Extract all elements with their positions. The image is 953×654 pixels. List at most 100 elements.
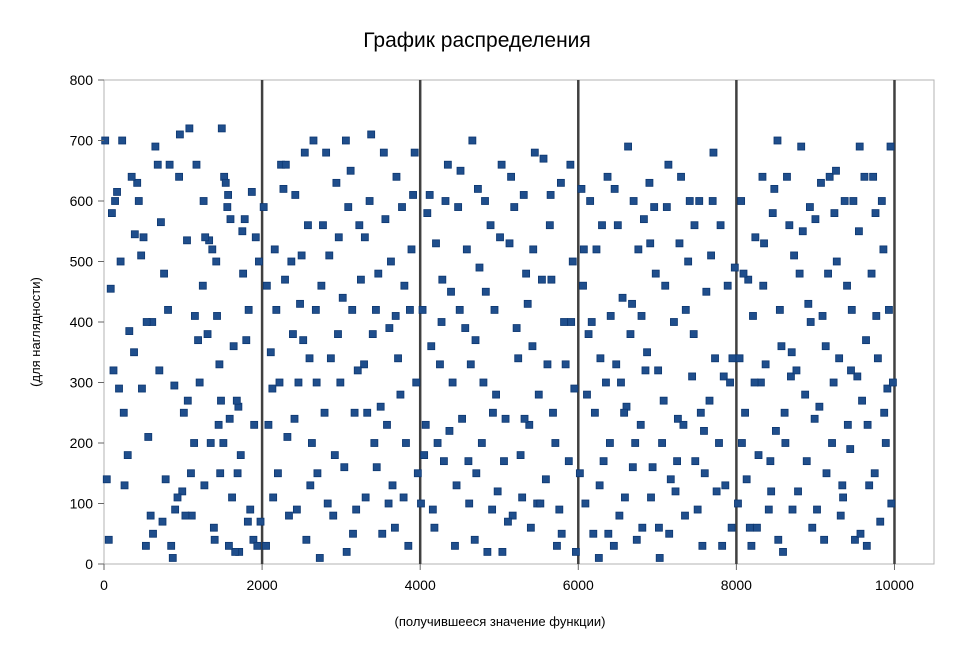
data-point: [330, 451, 339, 460]
data-point: [302, 535, 311, 544]
data-point: [871, 209, 880, 218]
data-point: [606, 439, 614, 447]
data-point: [251, 233, 260, 242]
data-point: [579, 281, 587, 290]
data-point: [825, 172, 834, 181]
data-point: [556, 178, 565, 187]
data-point: [215, 360, 224, 369]
data-point: [334, 330, 342, 339]
x-tick-label: 4000: [405, 577, 436, 593]
data-point: [307, 439, 316, 447]
data-point: [508, 511, 517, 520]
data-point: [853, 372, 862, 381]
data-point: [851, 535, 859, 544]
data-point: [200, 481, 209, 490]
data-point: [168, 554, 177, 562]
data-point: [741, 408, 749, 417]
data-point: [726, 378, 734, 387]
data-point: [728, 354, 737, 363]
data-point: [822, 469, 831, 478]
data-point: [655, 554, 664, 562]
data-point: [322, 148, 331, 157]
data-point: [862, 541, 871, 550]
data-point: [589, 529, 598, 538]
data-point: [387, 257, 395, 266]
data-point: [279, 184, 288, 193]
data-point: [195, 378, 204, 387]
data-point: [621, 493, 629, 502]
data-point: [409, 191, 417, 199]
data-point: [516, 451, 525, 460]
data-point: [677, 172, 685, 181]
data-point: [201, 233, 210, 242]
data-point: [869, 172, 878, 181]
data-point: [138, 384, 146, 393]
data-point: [538, 275, 546, 284]
data-point: [445, 426, 454, 435]
data-point: [410, 148, 419, 157]
data-point: [843, 281, 851, 290]
data-point: [759, 281, 768, 290]
data-point: [543, 360, 552, 369]
data-point: [228, 493, 236, 502]
data-point: [772, 426, 780, 435]
data-point: [505, 239, 514, 248]
data-point: [360, 360, 368, 369]
data-point: [838, 481, 847, 490]
data-point: [368, 330, 377, 339]
data-point: [118, 136, 127, 145]
data-point: [357, 275, 365, 284]
data-point: [700, 469, 709, 478]
data-point: [629, 197, 638, 205]
data-point: [481, 287, 490, 296]
data-point: [440, 457, 448, 466]
data-point: [860, 172, 869, 181]
data-point: [802, 457, 811, 466]
data-point: [637, 312, 646, 320]
data-point: [617, 378, 625, 387]
data-point: [249, 535, 258, 544]
data-point: [655, 523, 663, 532]
data-point: [566, 160, 575, 169]
data-point: [870, 469, 879, 478]
data-point: [881, 439, 890, 447]
data-point: [813, 505, 821, 514]
data-point: [115, 384, 123, 393]
data-point: [794, 487, 802, 496]
data-point: [274, 469, 282, 478]
data-point: [412, 378, 421, 387]
data-point: [242, 336, 251, 345]
data-point: [400, 281, 409, 290]
data-point: [141, 541, 150, 550]
data-point: [688, 372, 697, 381]
data-point: [572, 548, 580, 556]
data-point: [715, 439, 723, 447]
data-point: [219, 439, 228, 447]
data-point: [863, 420, 872, 429]
data-point: [360, 233, 369, 242]
data-point: [641, 366, 650, 375]
data-point: [443, 160, 452, 169]
data-point: [462, 245, 471, 254]
data-point: [628, 299, 636, 308]
data-point: [721, 481, 730, 490]
data-point: [217, 396, 225, 405]
data-point: [855, 142, 864, 151]
data-point: [164, 305, 172, 314]
data-point: [283, 433, 292, 441]
data-point: [553, 541, 561, 550]
data-point: [820, 535, 829, 544]
data-point: [255, 257, 263, 266]
data-point: [319, 221, 327, 230]
data-point: [173, 493, 182, 502]
data-point: [259, 203, 268, 211]
data-point: [798, 227, 807, 236]
data-point: [541, 475, 550, 484]
data-point: [885, 305, 893, 314]
x-tick-label: 8000: [721, 577, 752, 593]
data-point: [855, 227, 863, 236]
data-point: [766, 457, 775, 466]
data-point: [883, 384, 892, 393]
data-point: [684, 257, 693, 266]
